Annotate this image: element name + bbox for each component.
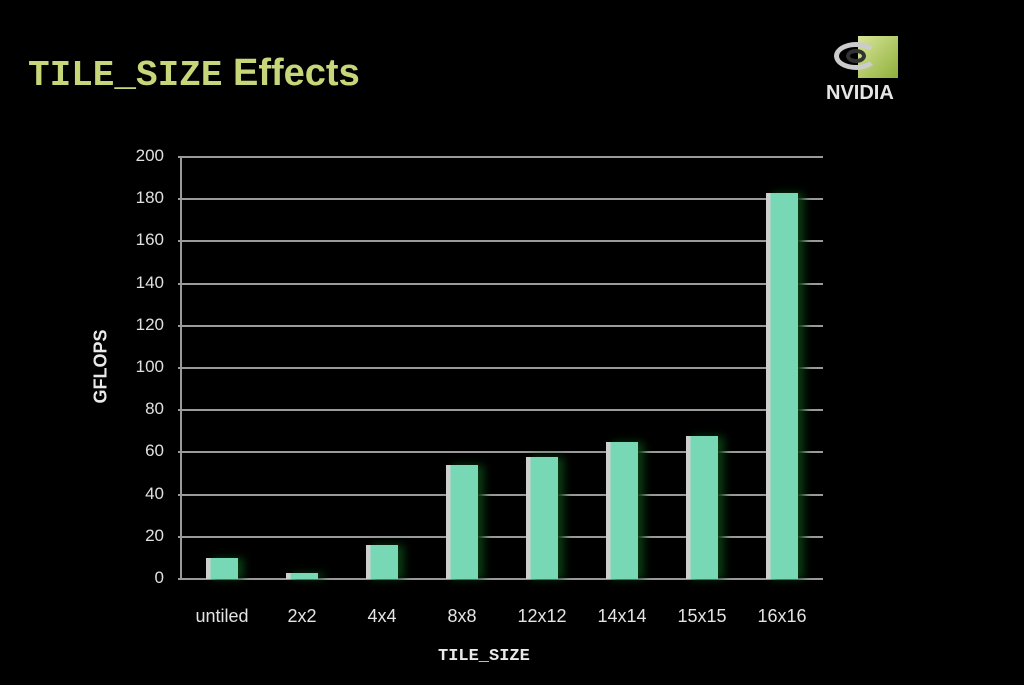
gridline [178,578,823,580]
nvidia-logo: NVIDIA [826,32,916,112]
y-tick-label: 180 [135,188,164,208]
gridline [178,198,823,201]
gridline [178,324,823,327]
x-tick-label: 14x14 [597,606,647,626]
bar-2x2 [286,572,318,579]
gridline [178,240,823,243]
gridline [178,493,823,496]
x-tick-label: 8x8 [447,606,477,626]
gridline [178,282,823,285]
y-tick-label: 80 [145,399,164,419]
y-tick-label: 200 [135,146,164,165]
bar-15x15 [686,435,718,579]
y-tick-label: 20 [145,525,164,545]
x-tick-label: 2x2 [287,606,317,626]
x-tick-label: 16x16 [757,606,807,626]
x-tick-label: 15x15 [677,606,727,626]
slide-title-sans: Effects [233,52,360,94]
gridline [178,409,823,412]
x-axis-title: TILE_SIZE [438,647,530,666]
bar-16x16 [766,192,798,579]
gridline [178,156,823,158]
y-tick-label: 0 [154,568,164,587]
x-tick-label: 12x12 [517,606,567,626]
gridline [178,535,823,538]
slide-title: TILE_SIZE Effects [28,52,360,96]
bar-14x14 [606,441,638,579]
y-tick-label: 40 [145,483,164,503]
gridline [178,451,823,454]
x-tick-label: untiled [195,606,249,626]
x-tick-label: 4x4 [367,606,397,626]
slide-title-mono: TILE_SIZE [28,55,223,96]
bar-8x8 [446,465,478,579]
y-tick-label: 60 [145,441,164,461]
y-tick-label: 140 [135,272,164,292]
logo-eye-inner-icon [846,49,866,63]
gridline [178,367,823,369]
bar-4x4 [366,545,398,579]
logo-eye-icon [834,42,878,70]
logo-wordmark: NVIDIA [826,82,894,104]
y-tick-label: 120 [135,314,164,334]
y-tick-label: 160 [135,230,164,250]
y-tick-label: 100 [135,357,164,376]
bar-12x12 [526,456,558,579]
bar-untiled [206,557,238,579]
